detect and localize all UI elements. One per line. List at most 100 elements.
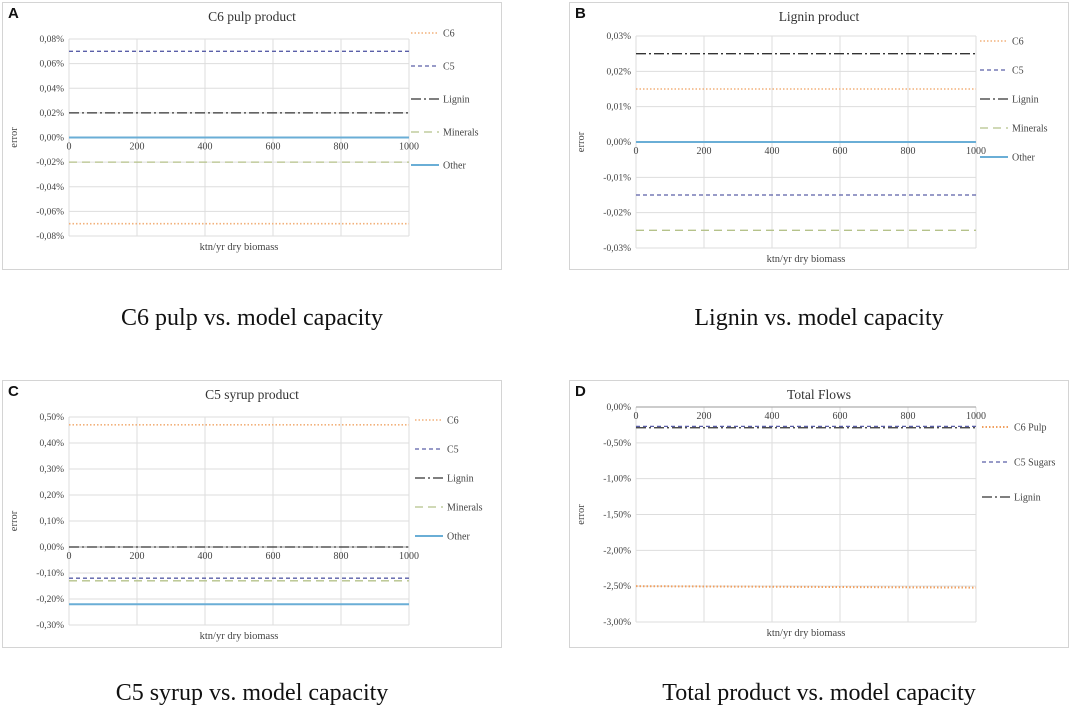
legend-label-other: Other xyxy=(447,532,470,543)
y-tick-label: -3,00% xyxy=(603,618,631,628)
x-tick-label: 0 xyxy=(67,551,72,562)
x-tick-label: 800 xyxy=(334,551,349,562)
y-tick-label: 0,20% xyxy=(39,491,64,501)
y-axis-label: error xyxy=(576,504,587,525)
caption-c: C5 syrup vs. model capacity xyxy=(115,680,389,706)
legend-label-lignin: Lignin xyxy=(1012,95,1039,106)
chart-panel-b: B Lignin product 0,03% 0,02% 0,01% 0,00% -0,… xyxy=(569,2,1069,270)
x-tick-label: 600 xyxy=(266,551,281,562)
legend-label-c5: C5 xyxy=(447,445,459,456)
chart-panel-c: C C5 syrup product 0,50% 0,40% 0,30% 0,20% 0… xyxy=(2,380,502,648)
y-tick-label: -0,10% xyxy=(36,569,64,579)
legend-label-lignin: Lignin xyxy=(443,95,470,106)
x-tick-label: 1000 xyxy=(966,411,986,422)
x-tick-label: 400 xyxy=(765,411,780,422)
y-axis-label: error xyxy=(9,127,20,148)
legend-label-minerals: Minerals xyxy=(447,503,483,514)
panel-letter-c: C xyxy=(8,383,19,400)
legend-label-c6: C6 xyxy=(1012,37,1024,48)
x-tick-label: 200 xyxy=(130,551,145,562)
legend-label-other: Other xyxy=(443,161,466,172)
y-tick-label: 0,04% xyxy=(39,84,64,94)
panel-letter-a: A xyxy=(8,5,19,22)
y-tick-label: -0,06% xyxy=(36,207,64,217)
panel-letter-b: B xyxy=(575,5,586,22)
x-tick-label: 600 xyxy=(833,411,848,422)
caption-d: Total product vs. model capacity xyxy=(662,680,976,706)
y-tick-label: 0,00% xyxy=(606,138,631,148)
y-tick-label: 0,06% xyxy=(39,60,64,70)
y-tick-label: -0,20% xyxy=(36,595,64,605)
chart-svg-a: 0,08% 0,06% 0,04% 0,02% 0,00% -0,02% -0,04% -0,… xyxy=(9,29,479,254)
y-tick-label: -1,50% xyxy=(603,511,631,521)
x-tick-label: 1000 xyxy=(399,551,419,562)
y-tick-label: 0,00% xyxy=(39,134,64,144)
y-tick-label: -0,02% xyxy=(36,158,64,168)
legend-label-other: Other xyxy=(1012,153,1035,164)
y-tick-label: 0,00% xyxy=(39,543,64,553)
y-tick-label: 0,30% xyxy=(39,465,64,475)
x-axis-label: ktn/yr dry biomass xyxy=(200,631,279,642)
x-axis-label: ktn/yr dry biomass xyxy=(200,242,279,253)
x-tick-label: 200 xyxy=(697,411,712,422)
x-tick-label: 0 xyxy=(634,146,639,157)
y-tick-label: 0,02% xyxy=(39,109,64,119)
chart-title-b: Lignin product xyxy=(778,9,860,24)
legend-label-c6-pulp: C6 Pulp xyxy=(1014,423,1047,434)
chart-title-c: C5 syrup product xyxy=(205,387,299,402)
caption-b: Lignin vs. model capacity xyxy=(694,305,944,331)
x-tick-label: 800 xyxy=(334,142,349,153)
y-tick-label: 0,03% xyxy=(606,32,631,42)
y-tick-label: 0,10% xyxy=(39,517,64,527)
legend-label-lignin: Lignin xyxy=(447,474,474,485)
x-tick-label: 600 xyxy=(266,142,281,153)
y-tick-label: -0,50% xyxy=(603,439,631,449)
y-tick-label: 0,50% xyxy=(39,413,64,423)
chart-title-a: C6 pulp product xyxy=(208,9,296,24)
legend-label-c5: C5 xyxy=(1012,66,1024,77)
x-axis-label: ktn/yr dry biomass xyxy=(767,628,846,639)
y-tick-label: -1,00% xyxy=(603,475,631,485)
y-tick-label: -0,08% xyxy=(36,232,64,242)
series-line-c6-pulp xyxy=(635,585,977,589)
legend-label-c6: C6 xyxy=(447,416,459,427)
y-tick-label: 0,40% xyxy=(39,439,64,449)
y-tick-label: -0,02% xyxy=(603,209,631,219)
y-tick-label: 0,02% xyxy=(606,67,631,77)
x-axis-label: ktn/yr dry biomass xyxy=(767,254,846,265)
legend-label-c6: C6 xyxy=(443,29,455,40)
x-tick-label: 400 xyxy=(198,142,213,153)
y-axis-label: error xyxy=(576,131,587,152)
legend-label-minerals: Minerals xyxy=(443,128,479,139)
x-tick-label: 200 xyxy=(130,142,145,153)
y-tick-label: 0,00% xyxy=(606,403,631,413)
x-tick-label: 1000 xyxy=(399,142,419,153)
legend-label-c5-sugars: C5 Sugars xyxy=(1014,458,1056,469)
x-tick-label: 0 xyxy=(67,142,72,153)
y-tick-label: -2,50% xyxy=(603,582,631,592)
chart-title-d: Total Flows xyxy=(787,387,851,402)
chart-svg-b: 0,03% 0,02% 0,01% 0,00% -0,01% -0,02% -0,03% 0 2… xyxy=(576,32,1048,265)
x-tick-label: 1000 xyxy=(966,146,986,157)
y-tick-label: -2,00% xyxy=(603,546,631,556)
chart-panel-a: A C6 pulp product 0,08% 0,06% 0,04% 0,02% 0,… xyxy=(2,2,502,270)
y-tick-label: 0,01% xyxy=(606,103,631,113)
chart-svg-c: 0,50% 0,40% 0,30% 0,20% 0,10% 0,00% -0,10% -0,2… xyxy=(9,413,483,642)
x-tick-label: 400 xyxy=(198,551,213,562)
legend-label-lignin: Lignin xyxy=(1014,493,1041,504)
y-axis-label: error xyxy=(9,510,20,531)
y-tick-label: -0,30% xyxy=(36,621,64,631)
y-tick-label: -0,01% xyxy=(603,173,631,183)
legend-label-c5: C5 xyxy=(443,62,455,73)
chart-svg-d: 0,00% -0,50% -1,00% -1,50% -2,00% -2,50% -3,00… xyxy=(576,403,1056,639)
x-tick-label: 600 xyxy=(833,146,848,157)
legend-label-minerals: Minerals xyxy=(1012,124,1048,135)
x-tick-label: 200 xyxy=(697,146,712,157)
x-tick-label: 400 xyxy=(765,146,780,157)
x-tick-label: 800 xyxy=(901,146,916,157)
x-tick-label: 800 xyxy=(901,411,916,422)
y-tick-label: 0,08% xyxy=(39,35,64,45)
y-tick-label: -0,04% xyxy=(36,183,64,193)
chart-panel-d: D Total Flows 0,00% -0,50% -1,00% -1,50% -2,… xyxy=(569,380,1069,648)
caption-a: C6 pulp vs. model capacity xyxy=(121,305,383,331)
